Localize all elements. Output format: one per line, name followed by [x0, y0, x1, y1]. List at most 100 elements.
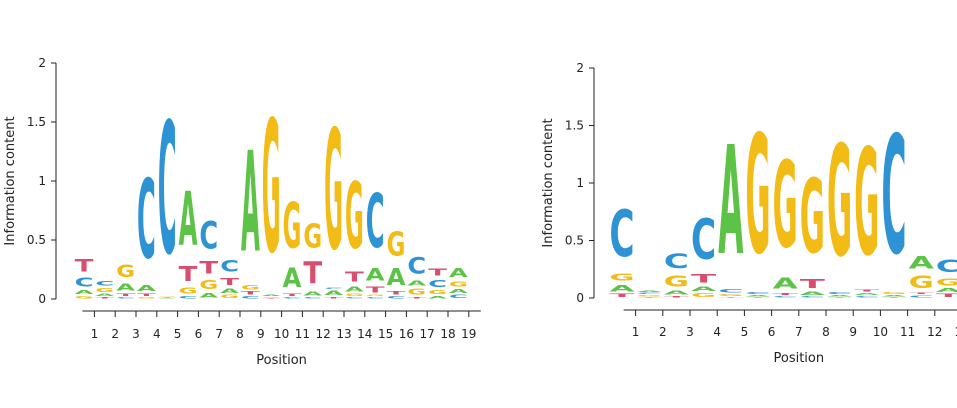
- logo-letter-G: G: [800, 158, 825, 276]
- logo-letter-G: G: [345, 164, 364, 270]
- logo-letter-A: A: [179, 176, 198, 262]
- logo-letter-T: T: [773, 292, 798, 295]
- x-tick-label: 2: [659, 325, 667, 339]
- logo-letter-G: G: [428, 290, 447, 296]
- logo-letter-T: T: [664, 296, 689, 298]
- logo-letter-A: A: [241, 124, 260, 284]
- logo-letter-G: G: [324, 95, 343, 287]
- logo-letter-A: A: [909, 254, 934, 273]
- logo-letter-A: A: [800, 291, 825, 296]
- x-tick-label: 13: [954, 325, 957, 339]
- logo-letter-T: T: [609, 294, 634, 298]
- logo-letter-G: G: [95, 287, 114, 293]
- logo-letter-T: T: [800, 276, 825, 291]
- x-tick-label: 6: [195, 327, 203, 341]
- logo-letter-C: C: [800, 296, 825, 298]
- x-tick-label: 1: [91, 327, 99, 341]
- logo-letter-T: T: [827, 297, 852, 298]
- logo-letter-C: C: [609, 198, 634, 273]
- logo-letter-A: A: [303, 291, 322, 297]
- x-tick-label: 16: [399, 327, 414, 341]
- logo-letter-C: C: [691, 207, 716, 272]
- logo-letter-G: G: [158, 295, 177, 296]
- x-tick-label: 12: [927, 325, 942, 339]
- logo-letter-T: T: [881, 297, 906, 298]
- logo-letter-T: T: [745, 297, 770, 298]
- x-tick-label: 14: [357, 327, 372, 341]
- logo-letter-G: G: [449, 280, 468, 288]
- x-tick-label: 3: [132, 327, 140, 341]
- logo-letter-T: T: [387, 291, 407, 296]
- y-tick-label: 0.5: [565, 234, 584, 248]
- logo-letter-C: C: [387, 296, 406, 299]
- logo-letter-G: G: [199, 278, 218, 292]
- x-tick-label: 4: [713, 325, 721, 339]
- logo-letter-A: A: [262, 294, 282, 296]
- logo-letter-G: G: [262, 82, 281, 294]
- logo-letter-T: T: [158, 297, 178, 298]
- logo-letter-T: T: [345, 270, 364, 285]
- logo-letter-A: A: [158, 298, 178, 299]
- x-tick-label: 4: [153, 327, 161, 341]
- logo-letter-T: T: [220, 276, 240, 288]
- logo-letter-G: G: [366, 294, 385, 296]
- logo-letter-C: C: [827, 291, 852, 295]
- x-tick-label: 13: [336, 327, 351, 341]
- logo-letter-C: C: [881, 101, 906, 291]
- logo-letter-A: A: [827, 295, 852, 297]
- logo-letter-T: T: [75, 256, 94, 275]
- logo-letter-A: A: [609, 283, 635, 293]
- x-tick-label: 5: [741, 325, 749, 339]
- logo-letter-A: A: [664, 290, 689, 296]
- logo-letter-C: C: [220, 257, 239, 276]
- logo-letter-C: C: [241, 296, 260, 299]
- logo-letter-T: T: [137, 293, 157, 297]
- logo-letter-T: T: [262, 298, 282, 299]
- x-tick-label: 11: [900, 325, 915, 339]
- logo-letter-C: C: [637, 292, 662, 294]
- logo-letter-A: A: [428, 296, 448, 299]
- logo-letter-G: G: [881, 291, 906, 294]
- logo-letter-A: A: [220, 288, 239, 295]
- y-tick-label: 1: [576, 176, 584, 190]
- y-tick-label: 2: [38, 56, 46, 70]
- y-tick-label: 1: [38, 174, 46, 188]
- logo-letter-T: T: [324, 297, 344, 299]
- logo-letter-G: G: [303, 216, 322, 256]
- x-tick-label: 8: [236, 327, 244, 341]
- logo-letter-T: T: [199, 259, 218, 278]
- x-tick-label: 10: [274, 327, 289, 341]
- logo-letter-A: A: [324, 290, 343, 297]
- logo-letter-G: G: [637, 295, 662, 297]
- logo-letter-G: G: [664, 273, 689, 290]
- logo-letter-T: T: [428, 266, 448, 278]
- logo-letter-C: C: [909, 295, 934, 299]
- logo-letter-G: G: [718, 294, 743, 297]
- logo-letter-A: A: [387, 264, 406, 291]
- logo-letter-A: A: [283, 263, 302, 293]
- logo-letter-T: T: [407, 297, 427, 299]
- y-tick-label: 0.5: [27, 233, 46, 247]
- logo-letter-C: C: [303, 297, 322, 299]
- logo-letter-C: C: [745, 291, 770, 295]
- logo-letter-A: A: [75, 290, 94, 296]
- x-tick-label: 15: [378, 327, 393, 341]
- logo-letter-T: T: [283, 293, 303, 297]
- y-tick-label: 1.5: [27, 115, 46, 129]
- logo-letter-T: T: [718, 297, 743, 298]
- logo-letter-T: T: [854, 289, 879, 292]
- logo-letter-C: C: [158, 86, 177, 296]
- logo-letter-C: C: [95, 281, 114, 288]
- logo-letter-G: G: [609, 272, 634, 283]
- logo-letter-G: G: [241, 284, 260, 291]
- logo-letter-C: C: [116, 297, 135, 299]
- logo-letter-G: G: [137, 297, 156, 299]
- logo-letter-C: C: [407, 253, 426, 279]
- logo-letter-G: G: [745, 100, 770, 290]
- logo-letter-A: A: [137, 284, 156, 293]
- x-tick-label: 7: [795, 325, 803, 339]
- y-tick-label: 2: [576, 61, 584, 75]
- logo-letter-G: G: [116, 261, 135, 281]
